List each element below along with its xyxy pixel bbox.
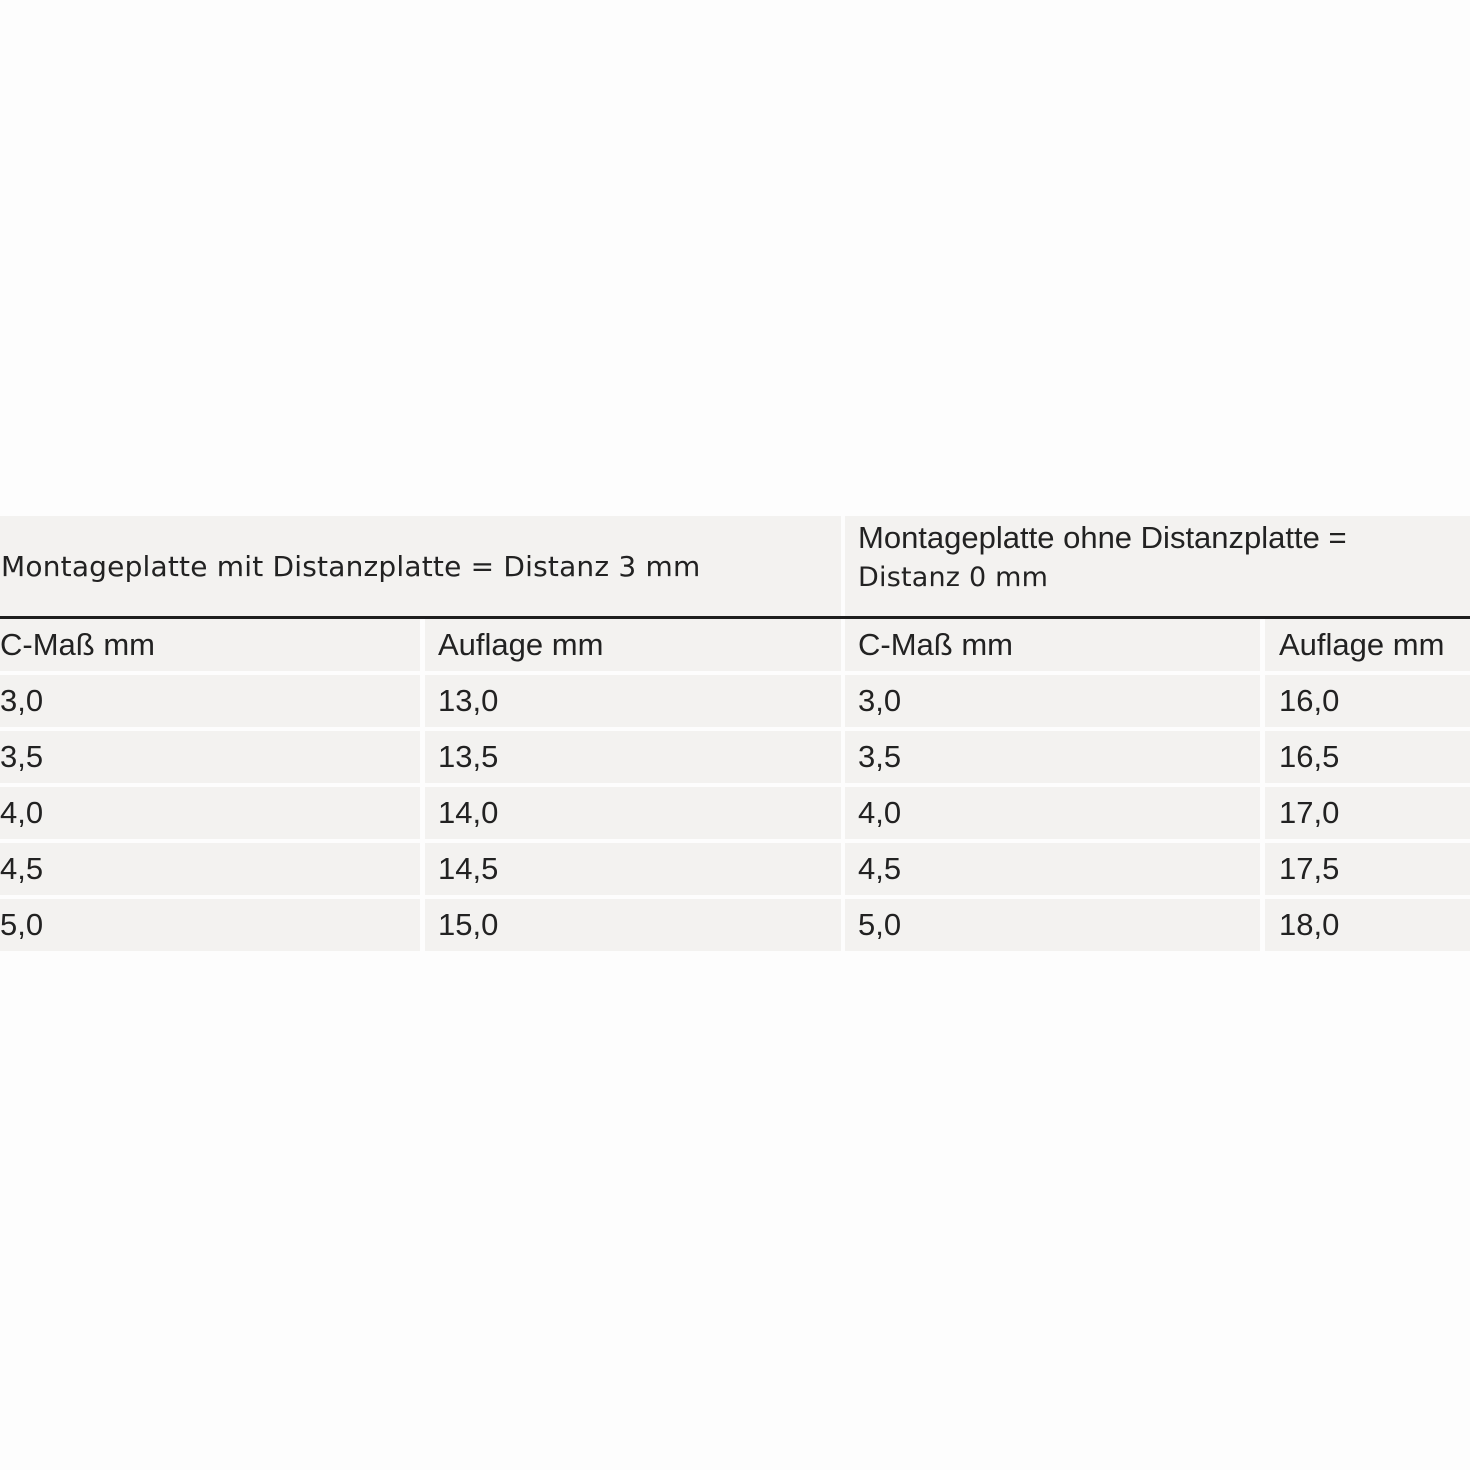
mounting-plate-table: Montageplatte mit Distanzplatte = Distan… (0, 516, 1470, 951)
table-row: 4,5 14,5 4,5 17,5 (0, 839, 1470, 895)
table-row: 3,5 13,5 3,5 16,5 (0, 727, 1470, 783)
group-header-with-spacer-label: Montageplatte mit Distanzplatte = Distan… (1, 549, 701, 583)
column-header-row: C-Maß mm Auflage mm C-Maß mm Auflage mm (0, 619, 1470, 671)
table-cell: 4,5 (0, 843, 420, 895)
group-header-without-spacer-sublabel: Distanz 0 mm (858, 562, 1049, 593)
table-cell: 5,0 (0, 899, 420, 951)
table-row: 5,0 15,0 5,0 18,0 (0, 895, 1470, 951)
table-cell: 3,5 (845, 731, 1260, 783)
table-cell: 4,5 (845, 843, 1260, 895)
table-cell: 3,5 (0, 731, 420, 783)
group-header-with-spacer: Montageplatte mit Distanzplatte = Distan… (0, 516, 841, 616)
column-header-auflage-1: Auflage mm (425, 619, 841, 671)
table-cell: 17,5 (1265, 843, 1470, 895)
group-header-without-spacer: Montageplatte ohne Distanzplatte = Dista… (845, 516, 1470, 616)
table-cell: 18,0 (1265, 899, 1470, 951)
table-cell: 3,0 (845, 675, 1260, 727)
table-cell: 17,0 (1265, 787, 1470, 839)
header-divider (0, 616, 1470, 619)
table-cell: 4,0 (0, 787, 420, 839)
column-header-auflage-2: Auflage mm (1265, 619, 1470, 671)
column-header-c-mass-1: C-Maß mm (0, 619, 420, 671)
table-cell: 16,5 (1265, 731, 1470, 783)
column-header-c-mass-2: C-Maß mm (845, 619, 1260, 671)
table-cell: 13,5 (425, 731, 841, 783)
table-cell: 15,0 (425, 899, 841, 951)
table-cell: 5,0 (845, 899, 1260, 951)
table-row: 4,0 14,0 4,0 17,0 (0, 783, 1470, 839)
table-row: 3,0 13,0 3,0 16,0 (0, 671, 1470, 727)
table-cell: 4,0 (845, 787, 1260, 839)
group-header-row: Montageplatte mit Distanzplatte = Distan… (0, 516, 1470, 619)
table-cell: 3,0 (0, 675, 420, 727)
table-cell: 16,0 (1265, 675, 1470, 727)
group-header-without-spacer-label: Montageplatte ohne Distanzplatte = (858, 520, 1347, 555)
table-cell: 14,0 (425, 787, 841, 839)
table-cell: 14,5 (425, 843, 841, 895)
table-cell: 13,0 (425, 675, 841, 727)
